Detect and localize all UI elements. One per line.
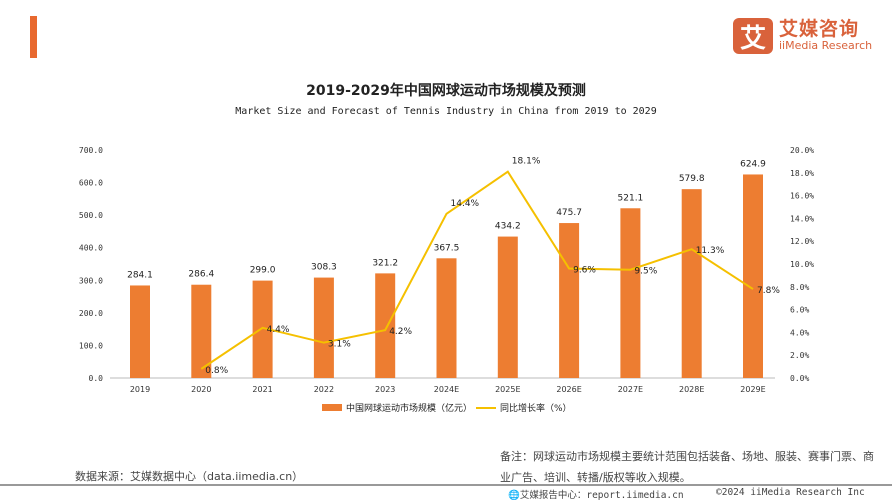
x-tick: 2023 <box>375 385 395 394</box>
y-right-tick: 18.0% <box>790 169 814 178</box>
bar-label: 579.8 <box>679 174 705 184</box>
chart-subtitle: Market Size and Forecast of Tennis Indus… <box>235 106 657 117</box>
legend-bar-swatch <box>322 404 342 411</box>
bar-label: 321.2 <box>372 258 398 268</box>
bar-label: 624.9 <box>740 159 766 169</box>
line-label: 18.1% <box>512 157 541 167</box>
footnote: 备注：网球运动市场规模主要统计范围包括装备、场地、服装、赛事门票、商业广告、培训… <box>500 450 874 484</box>
y-right-tick: 10.0% <box>790 260 814 269</box>
x-tick: 2028E <box>679 385 704 394</box>
bar-label: 367.5 <box>434 243 460 253</box>
y-right-tick: 4.0% <box>790 328 809 337</box>
x-tick: 2025E <box>495 385 520 394</box>
bar-label: 286.4 <box>188 270 214 280</box>
legend-line-label: 同比增长率（%） <box>500 402 572 414</box>
bar <box>620 208 641 378</box>
bar <box>436 258 457 378</box>
bar <box>497 236 518 378</box>
line-label: 7.8% <box>757 286 780 296</box>
bar <box>681 189 702 378</box>
y-left-tick: 600.0 <box>79 179 103 188</box>
line-label: 11.3% <box>696 246 725 256</box>
y-left-tick: 400.0 <box>79 244 103 253</box>
globe-icon: 🌐 <box>508 490 520 501</box>
bar-label: 299.0 <box>250 266 276 276</box>
chart-title: 2019-2029年中国网球运动市场规模及预测 <box>306 83 586 99</box>
y-right-tick: 20.0% <box>790 146 814 155</box>
y-right-tick: 0.0% <box>790 374 809 383</box>
y-left-tick: 200.0 <box>79 309 103 318</box>
x-tick: 2019 <box>130 385 150 394</box>
data-source: 数据来源：艾媒数据中心（data.iimedia.cn） <box>75 470 304 483</box>
line-label: 9.6% <box>573 266 596 276</box>
bar-label: 521.1 <box>618 193 644 203</box>
bar-label: 475.7 <box>556 208 582 218</box>
y-right-tick: 2.0% <box>790 351 809 360</box>
report-center: 🌐艾媒报告中心：report.iimedia.cn <box>508 490 684 501</box>
accent-bar <box>30 16 37 58</box>
logo-mark: 艾 <box>733 18 773 54</box>
bar <box>313 277 334 378</box>
x-tick: 2026E <box>556 385 581 394</box>
y-left-tick: 500.0 <box>79 211 103 220</box>
x-tick: 2020 <box>191 385 211 394</box>
bar-label: 284.1 <box>127 270 153 280</box>
line-label: 14.4% <box>451 199 480 209</box>
bar <box>743 174 763 378</box>
y-left-tick: 700.0 <box>79 146 103 155</box>
legend-bar-label: 中国网球运动市场规模（亿元） <box>346 402 472 414</box>
x-tick: 2022 <box>314 385 334 394</box>
logo-name-cn: 艾媒咨询 <box>779 18 860 41</box>
line-label: 4.2% <box>389 327 412 337</box>
bar <box>191 284 212 378</box>
x-tick: 2024E <box>434 385 459 394</box>
y-right-tick: 16.0% <box>790 192 814 201</box>
logo-name-en: iiMedia Research <box>779 39 873 53</box>
y-left-tick: 100.0 <box>79 341 103 350</box>
bar <box>252 280 273 378</box>
x-tick: 2029E <box>740 385 765 394</box>
bar <box>375 273 396 378</box>
x-tick: 2027E <box>618 385 643 394</box>
bar <box>559 223 580 378</box>
line-label: 4.4% <box>267 325 290 335</box>
y-right-tick: 14.0% <box>790 214 814 223</box>
divider <box>0 484 892 486</box>
y-left-tick: 0.0 <box>89 374 104 383</box>
copyright: ©2024 iiMedia Research Inc <box>716 487 865 498</box>
logo: 艾 艾媒咨询 iiMedia Research <box>733 18 872 54</box>
line-label: 3.1% <box>328 340 351 350</box>
x-tick: 2021 <box>252 385 272 394</box>
y-right-tick: 8.0% <box>790 283 809 292</box>
growth-line <box>200 170 754 370</box>
y-right-tick: 6.0% <box>790 306 809 315</box>
y-right-tick: 12.0% <box>790 237 814 246</box>
y-left-tick: 300.0 <box>79 276 103 285</box>
bar <box>130 285 150 378</box>
bar-label: 308.3 <box>311 263 337 273</box>
line-label: 0.8% <box>205 366 228 376</box>
bar-label: 434.2 <box>495 222 521 232</box>
line-label: 9.5% <box>634 267 657 277</box>
